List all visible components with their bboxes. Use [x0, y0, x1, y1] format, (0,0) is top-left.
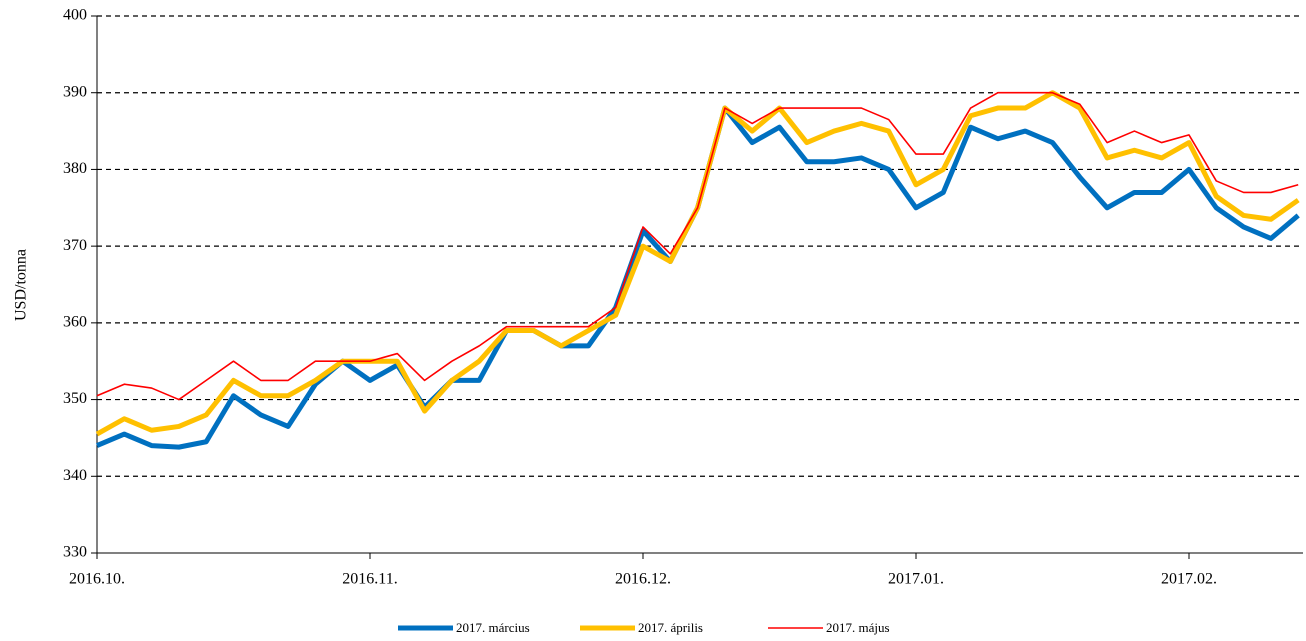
x-tick-label: 2017.02.	[1161, 571, 1217, 588]
y-tick-label: 380	[63, 160, 87, 177]
legend-label: 2017. április	[638, 620, 703, 635]
y-tick-label: 340	[63, 467, 87, 484]
y-tick-label: 330	[63, 544, 87, 561]
x-tick-label: 2016.10.	[69, 571, 125, 588]
y-tick-label: 370	[63, 237, 87, 254]
y-axis-label: USD/tonna	[13, 249, 30, 321]
legend-label: 2017. május	[826, 620, 890, 635]
legend-label: 2017. március	[456, 620, 530, 635]
series-line	[96, 91, 1299, 401]
x-tick-label: 2016.11.	[342, 571, 397, 588]
series-line	[95, 90, 1300, 437]
y-tick-label: 360	[63, 314, 87, 331]
x-tick-label: 2017.01.	[888, 571, 944, 588]
y-tick-label: 350	[63, 390, 87, 407]
x-tick-label: 2016.12.	[615, 571, 671, 588]
y-tick-label: 400	[63, 7, 87, 24]
y-tick-label: 390	[63, 83, 87, 100]
